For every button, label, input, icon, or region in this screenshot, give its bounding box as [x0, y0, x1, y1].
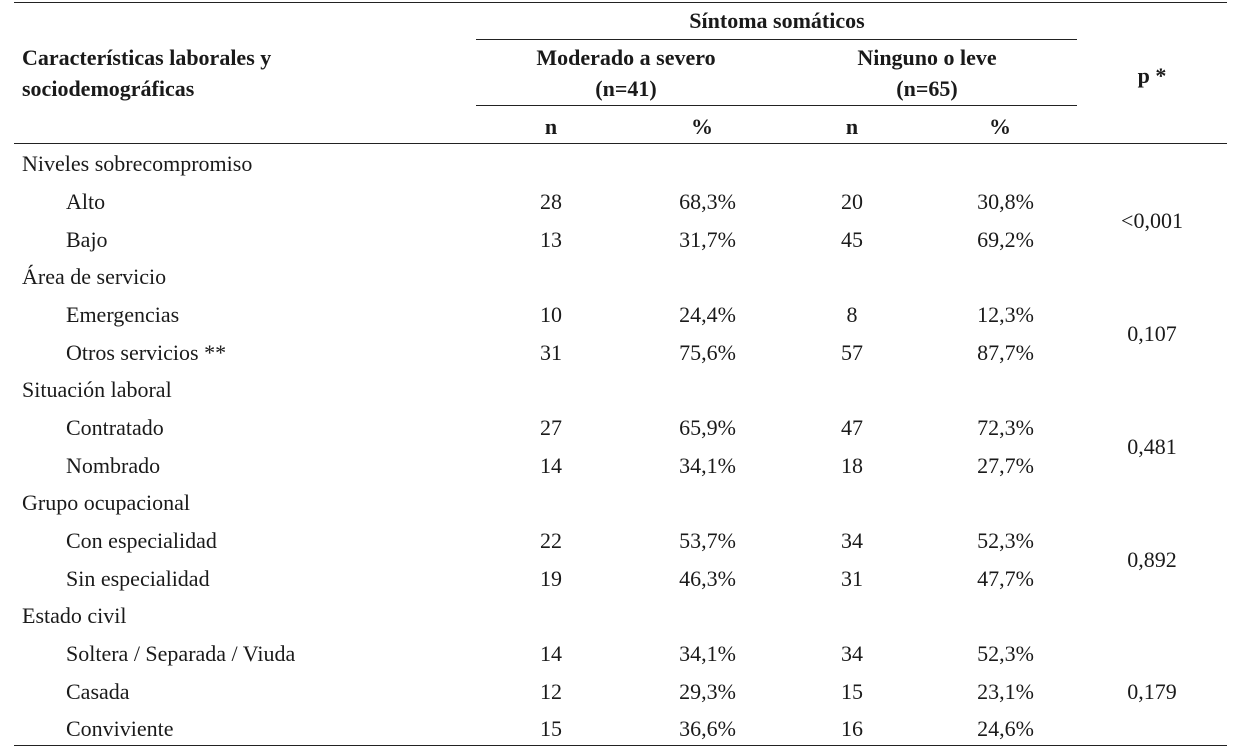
- row-label: Con especialidad: [66, 528, 217, 553]
- cell-pct-a: 34,1%: [679, 641, 736, 666]
- cell-pct-b: 52,3%: [977, 528, 1034, 553]
- cell-n-b: 20: [841, 189, 863, 214]
- pct-header-b: %: [989, 114, 1011, 139]
- row-label: Conviviente: [66, 716, 174, 741]
- cell-n-b: 57: [841, 340, 863, 365]
- cell-n-b: 16: [841, 716, 863, 741]
- row-label: Emergencias: [66, 302, 180, 327]
- cell-n-a: 13: [540, 227, 562, 252]
- p-value-header: p *: [1137, 63, 1167, 88]
- section-title: Grupo ocupacional: [22, 490, 190, 515]
- n-header-a: n: [544, 114, 558, 139]
- cell-n-a: 15: [540, 716, 562, 741]
- p-value: 0,481: [1127, 434, 1177, 459]
- cell-n-a: 19: [540, 566, 562, 591]
- section-title: Área de servicio: [22, 264, 167, 289]
- p-value: <0,001: [1121, 208, 1183, 233]
- cell-pct-a: 53,7%: [679, 528, 736, 553]
- cell-pct-b: 72,3%: [977, 415, 1034, 440]
- group-title: Síntoma somáticos: [689, 8, 865, 33]
- cell-pct-b: 24,6%: [977, 716, 1034, 741]
- section-title: Estado civil: [22, 603, 127, 628]
- row-label: Soltera / Separada / Viuda: [66, 641, 296, 666]
- cell-n-a: 31: [540, 340, 562, 365]
- cell-n-b: 34: [841, 641, 863, 666]
- cell-pct-a: 34,1%: [679, 453, 736, 478]
- subgroup-underline: [476, 105, 1077, 106]
- cell-pct-b: 27,7%: [977, 453, 1034, 478]
- row-label: Otros servicios **: [66, 340, 227, 365]
- p-value: 0,892: [1127, 547, 1177, 572]
- cell-n-a: 10: [540, 302, 562, 327]
- cell-n-b: 31: [841, 566, 863, 591]
- row-label: Alto: [66, 189, 106, 214]
- table-top-rule: [14, 2, 1227, 3]
- cell-pct-a: 31,7%: [679, 227, 736, 252]
- table-bottom-rule: [14, 745, 1227, 746]
- cell-pct-b: 47,7%: [977, 566, 1034, 591]
- row-label: Casada: [66, 679, 130, 704]
- row-label: Bajo: [66, 227, 108, 252]
- col-a-name: Moderado a severo: [536, 45, 716, 70]
- cell-pct-a: 29,3%: [679, 679, 736, 704]
- row-label: Contratado: [66, 415, 164, 440]
- cell-n-b: 34: [841, 528, 863, 553]
- section-title: Niveles sobrecompromiso: [22, 151, 253, 176]
- cell-pct-b: 87,7%: [977, 340, 1034, 365]
- cell-pct-a: 68,3%: [679, 189, 736, 214]
- cell-n-a: 12: [540, 679, 562, 704]
- cell-n-a: 22: [540, 528, 562, 553]
- row-label: Sin especialidad: [66, 566, 210, 591]
- col-b-name: Ninguno o leve: [857, 45, 997, 70]
- cell-n-b: 18: [841, 453, 863, 478]
- row-label: Nombrado: [66, 453, 161, 478]
- cell-pct-a: 24,4%: [679, 302, 736, 327]
- cell-n-a: 27: [540, 415, 562, 440]
- pct-header-a: %: [691, 114, 713, 139]
- col-b-n: (n=65): [896, 76, 958, 101]
- p-value: 0,107: [1127, 321, 1177, 346]
- header-bottom-rule: [14, 143, 1227, 144]
- col-a-n: (n=41): [595, 76, 657, 101]
- cell-n-b: 45: [841, 227, 863, 252]
- cell-pct-a: 36,6%: [679, 716, 736, 741]
- cell-n-a: 14: [540, 453, 562, 478]
- cell-n-b: 15: [841, 679, 863, 704]
- section-title: Situación laboral: [22, 377, 172, 402]
- cell-pct-b: 23,1%: [977, 679, 1034, 704]
- cell-pct-b: 52,3%: [977, 641, 1034, 666]
- cell-pct-a: 75,6%: [679, 340, 736, 365]
- cell-n-b: 47: [841, 415, 863, 440]
- cell-pct-b: 30,8%: [977, 189, 1034, 214]
- group-underline: [476, 39, 1077, 40]
- cell-pct-b: 69,2%: [977, 227, 1034, 252]
- p-value: 0,179: [1127, 679, 1177, 704]
- cell-pct-a: 46,3%: [679, 566, 736, 591]
- characteristics-header-line1: Características laborales y: [22, 45, 272, 70]
- cell-n-a: 28: [540, 189, 562, 214]
- cell-n-b: 8: [846, 302, 858, 327]
- cell-pct-b: 12,3%: [977, 302, 1034, 327]
- cell-n-a: 14: [540, 641, 562, 666]
- characteristics-header-line2: sociodemográficas: [22, 76, 195, 101]
- n-header-b: n: [845, 114, 859, 139]
- cell-pct-a: 65,9%: [679, 415, 736, 440]
